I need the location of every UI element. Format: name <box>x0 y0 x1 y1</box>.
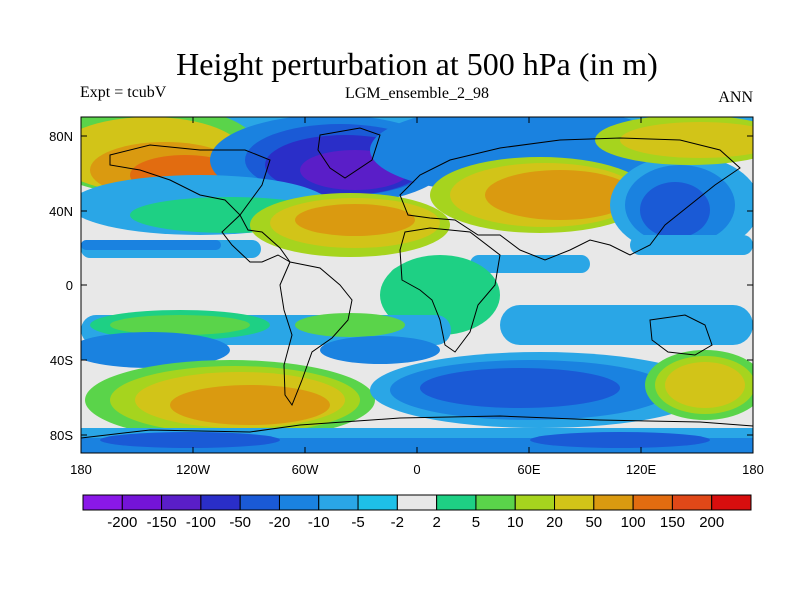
contour-region <box>665 362 745 408</box>
colorbar-label: -50 <box>229 514 251 531</box>
experiment-label: Expt = tcubV <box>80 84 167 101</box>
contour-region <box>640 182 710 238</box>
lon-tick-label: 120E <box>626 462 657 477</box>
colorbar-label: 150 <box>660 514 685 531</box>
contour-region <box>485 170 635 220</box>
lat-tick-label: 40N <box>49 204 73 219</box>
colorbar-swatch <box>671 494 713 511</box>
colorbar-swatch <box>514 494 556 511</box>
colorbar-swatch <box>121 494 163 511</box>
colorbar-label: -20 <box>269 514 291 531</box>
contour-region <box>620 122 753 158</box>
lon-tick-label: 180 <box>742 462 764 477</box>
coastlines <box>81 127 753 439</box>
contour-region <box>100 432 280 448</box>
colorbar-label: -100 <box>186 514 216 531</box>
contour-region <box>630 235 753 255</box>
colorbar-label: -10 <box>308 514 330 531</box>
chart-title: Height perturbation at 500 hPa (in m) <box>176 46 658 82</box>
colorbar-label: 50 <box>585 514 602 531</box>
contour-region <box>320 336 440 364</box>
lon-tick-label: 180 <box>70 462 92 477</box>
colorbar-swatch <box>436 494 477 511</box>
lat-tick-label: 40S <box>50 353 73 368</box>
contour-region <box>420 368 620 408</box>
colorbar-label: 10 <box>507 514 524 531</box>
colorbar-swatch <box>593 494 634 511</box>
colorbar-label: 20 <box>546 514 563 531</box>
colorbar-swatch <box>278 494 320 511</box>
latitude-axis: 80N 40N 0 40S 80S <box>49 129 753 443</box>
colorbar: -200 -150 -100 -50 -20 -10 -5 -2 2 5 10 20 50 100 150 2… <box>82 494 752 531</box>
lon-tick-label: 60E <box>517 462 540 477</box>
colorbar-label: -200 <box>107 514 137 531</box>
contour-region <box>295 204 415 236</box>
colorbar-swatch <box>161 494 202 511</box>
contour-region <box>500 305 753 345</box>
contour-region <box>110 315 250 335</box>
colorbar-label: 2 <box>432 514 440 531</box>
colorbar-swatch <box>711 494 752 511</box>
colorbar-label: 5 <box>472 514 480 531</box>
lat-tick-label: 80N <box>49 129 73 144</box>
contour-region <box>81 240 221 250</box>
lon-tick-label: 0 <box>413 462 420 477</box>
ensemble-label: LGM_ensemble_2_98 <box>345 85 489 102</box>
colorbar-swatch <box>554 494 595 511</box>
lat-tick-label: 80S <box>50 428 73 443</box>
contour-region <box>530 432 710 448</box>
colorbar-swatch <box>357 494 398 511</box>
colorbar-label: -5 <box>351 514 364 531</box>
colorbar-swatch <box>318 494 359 511</box>
contour-region <box>390 261 470 289</box>
colorbar-swatch <box>632 494 673 511</box>
colorbar-label: 100 <box>621 514 646 531</box>
colorbar-swatch <box>200 494 241 511</box>
lon-tick-label: 120W <box>176 462 211 477</box>
contour-region <box>170 385 330 425</box>
contour-region <box>295 313 405 337</box>
contour-region <box>81 332 230 368</box>
lat-tick-label: 0 <box>66 278 73 293</box>
colorbar-label: 200 <box>699 514 724 531</box>
colorbar-label: -2 <box>391 514 404 531</box>
colorbar-swatch <box>82 494 123 511</box>
contour-region <box>470 255 590 273</box>
colorbar-swatch <box>475 494 516 511</box>
longitude-axis: 180 120W 60W 0 60E 120E 180 <box>70 117 764 477</box>
height-perturbation-map <box>81 117 753 453</box>
colorbar-swatch <box>396 494 438 511</box>
colorbar-swatch <box>239 494 280 511</box>
season-label: ANN <box>718 89 753 106</box>
colorbar-label: -150 <box>147 514 177 531</box>
lon-tick-label: 60W <box>292 462 319 477</box>
